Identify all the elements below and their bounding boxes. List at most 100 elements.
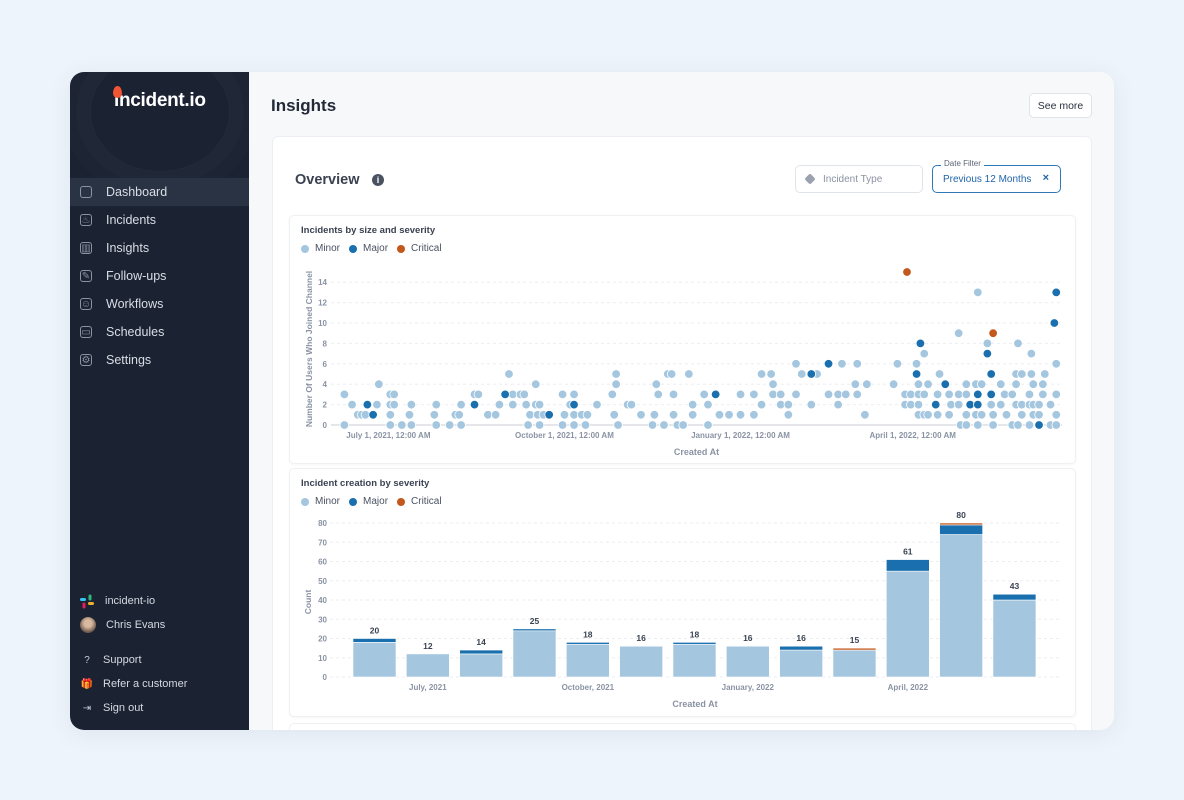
next-chart-card [289,723,1076,730]
sidebar-footer: incident-io Chris Evans ? Support 🎁 Refer a… [80,589,187,720]
date-filter[interactable]: Date Filter Previous 12 Months × [932,159,1061,193]
scatter-point-minor [611,379,621,389]
dashboard-icon [80,186,92,198]
scatter-point-major [931,399,941,410]
y-tick-label: 8 [323,339,328,348]
scatter-point-minor [569,420,579,430]
legend-label: Minor [315,243,341,254]
scatter-point-major [915,338,926,349]
refer-a-customer-link[interactable]: 🎁 Refer a customer [80,672,188,696]
scatter-point-minor [783,399,794,410]
scatter-point-minor [783,410,794,420]
bar-total-label: 14 [476,637,486,647]
legend-item-major[interactable]: Major [349,496,388,507]
scatter-point-minor [714,410,725,420]
support-link[interactable]: ? Support [80,648,187,672]
scatter-point-minor [668,410,679,420]
scatter-point-minor [569,389,579,400]
scatter-point-minor [841,389,851,400]
legend-item-minor[interactable]: Minor [301,496,340,507]
x-axis-label: Created At [674,447,719,457]
bar-minor [459,653,503,678]
see-more-button[interactable]: See more [1029,93,1092,118]
scatter-point-minor [494,399,505,410]
scatter-point-major [544,410,554,420]
scatter-point-minor [684,369,694,379]
scatter-point-minor [456,399,466,410]
bar-minor [672,643,717,678]
scatter-point-minor [944,410,954,420]
scatter-point-minor [953,328,964,338]
scatter-point-minor [988,420,998,430]
sign-out-link[interactable]: ⇥ Sign out [80,696,187,720]
bar-minor [512,630,557,678]
scatter-point-minor [888,379,899,389]
scatter-point-minor [389,399,399,410]
scatter-point-minor [389,389,399,400]
scatter-point-minor [636,410,646,420]
user-profile[interactable]: Chris Evans [80,613,187,637]
sidebar-item-workflows[interactable]: ☺ Workflows [70,290,249,318]
bar-total-label: 18 [690,629,700,639]
pencil-icon: ✎ [80,270,92,282]
scatter-point-minor [961,389,972,400]
scatter-point-minor [953,399,964,410]
x-tick-label: July 1, 2021, 12:00 AM [346,431,431,440]
scatter-point-minor [456,420,466,430]
scatter-point-minor [837,359,847,369]
bar-total-label: 16 [636,633,646,643]
bar-total-label: 43 [1010,581,1020,591]
scatter-point-minor [668,389,679,400]
sidebar-item-incidents[interactable]: ♨ Incidents [70,206,249,234]
legend-item-major[interactable]: Major [349,243,388,254]
legend-swatch [397,244,406,253]
scatter-point-major [911,369,922,379]
sidebar-nav: Dashboard ♨ Incidents ▥ Insights ✎ Follow-ups ☺… [70,178,249,374]
scatter-point-major [500,389,510,400]
sidebar-item-follow-ups[interactable]: ✎ Follow-ups [70,262,249,290]
scatter-point-minor [523,420,533,430]
bar-major [885,559,930,572]
scatter-point-minor [1045,399,1056,410]
x-tick-label: January, 2022 [722,683,775,692]
legend-item-critical[interactable]: Critical [397,496,442,507]
bar-minor [352,642,397,678]
flame-icon [113,86,122,98]
bar-major [512,628,557,632]
scatter-point-minor [339,420,350,430]
sidebar-item-settings[interactable]: ⚙ Settings [70,346,249,374]
date-filter-value: Previous 12 Months [943,173,1032,185]
legend-label: Minor [315,496,341,507]
bar-major [566,642,610,645]
legend-label: Major [363,496,389,507]
incident-type-filter[interactable]: Incident Type [795,165,923,193]
overview-title: Overview [295,172,360,188]
bar-minor [779,649,823,678]
scatter-point-major [986,369,996,379]
scatter-point-minor [1001,410,1012,420]
scatter-point-major [362,399,373,410]
bar-total-label: 80 [956,510,966,520]
main-content: Insights See more Overview i Incident Ty… [249,72,1114,730]
scatter-point-minor [1017,369,1027,379]
clear-filter-icon[interactable]: × [1042,172,1049,184]
sidebar-item-dashboard[interactable]: Dashboard [70,178,249,206]
scatter-point-minor [735,389,746,400]
scatter-point-minor [724,410,734,420]
scatter-point-minor [961,379,972,389]
scatter-point-minor [406,420,417,430]
scatter-point-minor [592,399,602,410]
logo[interactable]: incident.io [113,86,206,112]
workspace-switcher[interactable]: incident-io [80,589,187,613]
legend-item-minor[interactable]: Minor [301,243,340,254]
sidebar-item-schedules[interactable]: ▭ Schedules [70,318,249,346]
bar-total-label: 16 [796,633,806,643]
legend-item-critical[interactable]: Critical [397,243,442,254]
scatter-point-minor [559,410,570,420]
sidebar-item-insights[interactable]: ▥ Insights [70,234,249,262]
scatter-point-minor [687,399,698,410]
info-icon[interactable]: i [372,174,384,186]
scatter-point-minor [913,399,924,410]
scatter-point-minor [611,369,621,379]
scatter-point-minor [626,399,637,410]
